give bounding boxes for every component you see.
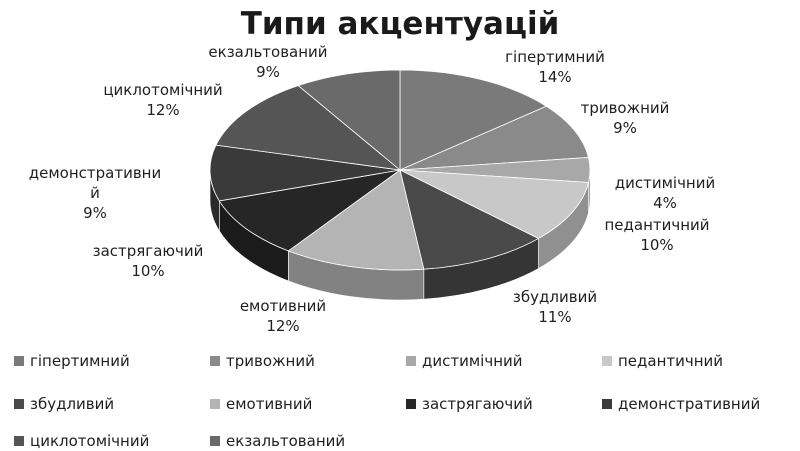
slice-label-збудливий: збудливий 11% [513,288,597,326]
slice-label-name: збудливий [513,288,597,306]
slice-label-емотивний: емотивний 12% [240,297,326,335]
slice-label-value: 12% [266,317,299,335]
pie-slice-емотивний [287,169,425,271]
slice-label-гіпертимний: гіпертимний 14% [505,48,605,86]
slice-label-демонстративний: демонстративни й 9% [29,164,161,222]
legend-label: тривожний [226,352,315,370]
legend-item-демонстративний: демонстративний [602,395,760,413]
slice-label-value: 9% [256,63,280,81]
slice-label-name: демонстративни [29,164,161,182]
slice-label-name: екзальтований [208,43,327,61]
slice-label-name: циклотомічний [103,81,222,99]
slice-label-name: застрягаючий [93,242,204,260]
legend-swatch [210,399,220,409]
slice-label-name: тривожний [581,99,670,117]
slice-label-name: й [90,184,100,202]
legend-item-дистимічний: дистимічний [406,352,523,370]
pie-slice-застрягаючий [218,169,401,252]
legend-label: екзальтований [226,432,346,450]
slice-label-педантичний: педантичний 10% [604,216,709,254]
slice-label-тривожний: тривожний 9% [581,99,670,137]
pie-slice-педантичний [399,169,590,239]
slice-label-name: дистимічний [615,174,716,192]
slice-label-value: 4% [653,194,677,212]
legend-label: застрягаючий [422,395,533,413]
slice-label-value: 10% [640,236,673,254]
chart-title: Типи акцентуацій [241,6,560,42]
slice-label-name: гіпертимний [505,48,605,66]
legend-item-гіпертимний: гіпертимний [14,352,130,370]
legend-item-педантичний: педантичний [602,352,723,370]
legend-label: дистимічний [422,352,523,370]
slice-label-value: 14% [538,68,571,86]
slice-label-циклотомічний: циклотомічний 12% [103,81,222,119]
legend-swatch [210,436,220,446]
legend-swatch [210,356,220,366]
legend-label: циклотомічний [30,432,150,450]
legend-label: емотивний [226,395,313,413]
pie-slice-тривожний [399,105,590,171]
pie-slice-демонстративний [209,144,401,202]
pie-chart: Типи акцентуацій гіпертимний 14% тривожний… [29,6,716,335]
legend-label: збудливий [30,395,115,413]
legend-label: гіпертимний [30,352,130,370]
slice-label-екзальтований: екзальтований 9% [208,43,327,81]
pie-slice-гіпертимний [399,69,548,171]
slice-label-value: 12% [146,101,179,119]
legend-swatch [14,399,24,409]
legend-item-циклотомічний: циклотомічний [14,432,149,450]
pie-slice-збудливий [399,169,540,270]
legend-label: педантичний [618,352,724,370]
legend-label: демонстративний [618,395,761,413]
legend-swatch [406,356,416,366]
legend-swatch [14,436,24,446]
pie-slice-екзальтований [297,69,401,171]
legend-item-екзальтований: екзальтований [210,432,345,450]
slice-label-name: емотивний [240,297,326,315]
legend-swatch [602,356,612,366]
slice-label-дистимічний: дистимічний 4% [615,174,716,212]
slice-label-value: 9% [613,119,637,137]
pie-slice-циклотомічний [215,85,402,171]
pie-slices [209,69,591,301]
legend-item-тривожний: тривожний [210,352,315,370]
slice-label-value: 9% [83,204,107,222]
legend-swatch [602,399,612,409]
legend-swatch [406,399,416,409]
legend-item-збудливий: збудливий [14,395,114,413]
slice-label-застрягаючий: застрягаючий 10% [93,242,204,280]
slice-label-name: педантичний [604,216,709,234]
slice-labels: гіпертимний 14% тривожний 9% дистимічний 4% пе… [29,43,716,335]
slice-label-value: 10% [131,262,164,280]
legend-swatch [14,356,24,366]
legend-item-застрягаючий: застрягаючий [406,395,533,413]
legend-item-емотивний: емотивний [210,395,312,413]
slice-label-value: 11% [538,308,571,326]
